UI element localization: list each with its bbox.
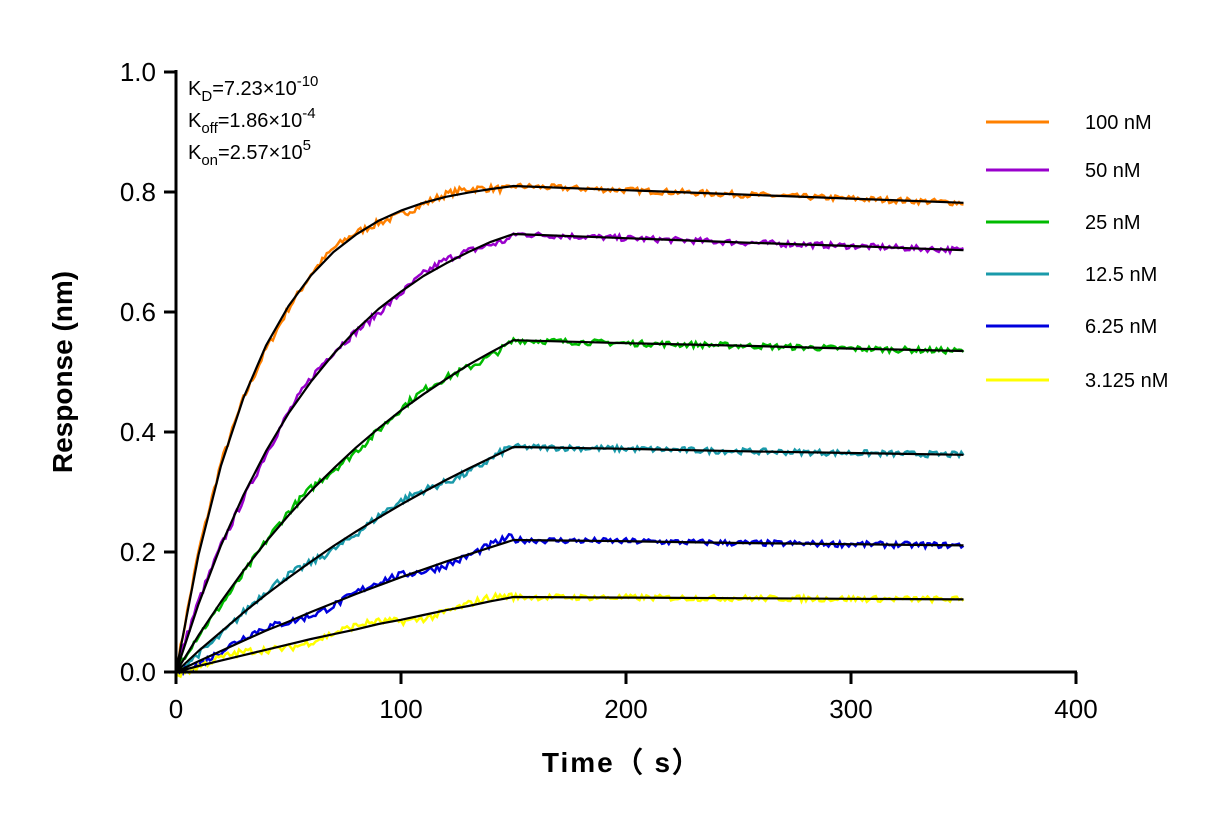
y-tick-label: 0.0 <box>120 657 156 687</box>
legend-item: 100 nM <box>986 112 1152 134</box>
x-tick-label: 400 <box>1054 694 1097 724</box>
y-ticks: 0.0 0.2 0.4 0.6 0.8 1.0 <box>120 57 176 687</box>
fit-curve-12-5-nM <box>175 445 964 673</box>
fit-curve-25-nM <box>175 339 964 673</box>
annotation-part: 5 <box>303 137 311 154</box>
y-axis-title: Response (nm) <box>47 271 78 473</box>
series-trace-3-125-nM <box>174 591 965 679</box>
annotation-part: -10 <box>297 73 319 90</box>
annotation-part: K <box>188 142 202 164</box>
y-tick-label: 0.6 <box>120 297 156 327</box>
annotation-part: K <box>188 78 202 100</box>
annotation-part: on <box>201 152 218 169</box>
annotation-k-off: Koff=1.86×10-4 <box>188 105 316 137</box>
x-ticks: 0 100 200 300 400 <box>169 672 1098 724</box>
legend-label: 6.25 nM <box>1085 316 1157 338</box>
x-axis-title: Time（ s） <box>542 746 702 778</box>
annotation-part: K <box>188 110 202 132</box>
legend-item: 12.5 nM <box>986 264 1157 286</box>
annotation-part: D <box>201 88 212 105</box>
x-tick-label: 0 <box>169 694 183 724</box>
annotation-part: -4 <box>302 105 315 122</box>
legend: 100 nM 50 nM 25 nM 12.5 nM 6.25 nM 3.125 nM <box>986 112 1168 392</box>
annotation-part: =1.86×10 <box>218 110 303 132</box>
legend-label: 12.5 nM <box>1085 264 1157 286</box>
annotation-k-D: KD=7.23×10-10 <box>188 73 318 105</box>
axes <box>174 70 1077 674</box>
y-tick-label: 0.2 <box>120 537 156 567</box>
annotation-part: off <box>201 120 218 137</box>
series-trace-6-25-nM <box>175 532 965 676</box>
annotation-k-on: Kon=2.57×105 <box>188 137 311 169</box>
legend-item: 50 nM <box>986 160 1141 182</box>
annotation-part: =2.57×10 <box>218 142 303 164</box>
fit-curve-100-nM <box>174 184 964 673</box>
legend-label: 3.125 nM <box>1085 370 1168 392</box>
y-tick-label: 0.8 <box>120 177 156 207</box>
x-tick-label: 300 <box>829 694 872 724</box>
fit-curve-50-nM <box>174 232 964 673</box>
legend-label: 25 nM <box>1085 212 1141 234</box>
y-tick-label: 0.4 <box>120 417 156 447</box>
x-tick-label: 100 <box>379 694 422 724</box>
legend-item: 3.125 nM <box>986 370 1168 392</box>
fit-curve-6-25-nM <box>175 538 964 673</box>
y-tick-label: 1.0 <box>120 57 156 87</box>
legend-item: 6.25 nM <box>986 316 1157 338</box>
legend-label: 50 nM <box>1085 160 1141 182</box>
series-trace-12-5-nM <box>174 442 965 673</box>
fit-curve-3-125-nM <box>175 595 964 674</box>
legend-label: 100 nM <box>1085 112 1152 134</box>
x-tick-label: 200 <box>604 694 647 724</box>
plot-curves <box>174 181 965 679</box>
annotation-part: =7.23×10 <box>212 78 297 100</box>
legend-item: 25 nM <box>986 212 1141 234</box>
